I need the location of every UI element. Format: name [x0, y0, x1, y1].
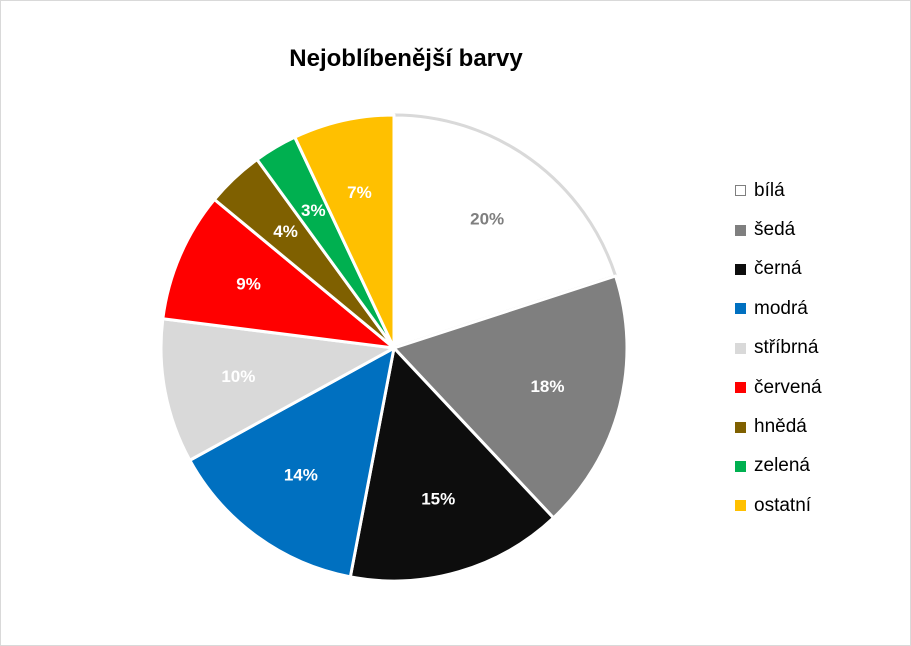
legend-label: hnědá: [754, 416, 807, 438]
pie-slice-ostatni: [293, 113, 396, 350]
legend-item-bila: bílá: [735, 171, 822, 210]
legend-item-stribrna: stříbrná: [735, 329, 822, 368]
data-label-hneda: 4%: [273, 222, 298, 241]
legend-label: ostatní: [754, 494, 812, 516]
data-label-ostatni: 7%: [347, 183, 372, 202]
legend-item-cervena: červená: [735, 368, 822, 407]
pie-slice-stribrna: [159, 317, 396, 462]
legend: bílá šedá černá modrá stříbrná červená hnědá ze…: [735, 171, 822, 526]
legend-item-seda: šedá: [735, 210, 822, 249]
pie-slice-modra: [188, 346, 396, 579]
pie-slice-bila: [392, 113, 618, 350]
legend-swatch: [735, 460, 746, 472]
legend-label: červená: [754, 376, 822, 398]
data-label-cerna: 15%: [421, 490, 455, 509]
legend-swatch: [735, 263, 746, 275]
legend-swatch: [735, 421, 746, 433]
legend-label: modrá: [754, 297, 808, 319]
legend-swatch: [735, 500, 746, 512]
data-label-bila: 20%: [470, 209, 504, 228]
legend-swatch: [735, 382, 746, 394]
pie-slice-cervena: [161, 197, 396, 350]
legend-label: šedá: [754, 219, 796, 241]
legend-label: bílá: [754, 179, 785, 201]
legend-label: černá: [754, 258, 802, 280]
legend-item-zelena: zelená: [735, 447, 822, 486]
data-label-stribrna: 10%: [221, 367, 255, 386]
legend-label: zelená: [754, 455, 810, 477]
legend-swatch: [735, 303, 746, 315]
data-label-cervena: 9%: [236, 275, 261, 294]
legend-item-cerna: černá: [735, 250, 822, 289]
legend-swatch: [735, 185, 746, 197]
data-label-modra: 14%: [284, 466, 318, 485]
pie-slice-seda: [392, 274, 629, 520]
data-label-seda: 18%: [530, 377, 564, 396]
data-label-zelena: 3%: [301, 201, 326, 220]
pie-slice-cerna: [348, 346, 555, 583]
legend-item-modra: modrá: [735, 289, 822, 328]
chart-title: Nejoblíbenější barvy: [289, 45, 523, 72]
legend-swatch: [735, 342, 746, 354]
legend-swatch: [735, 224, 746, 236]
legend-label: stříbrná: [754, 337, 819, 359]
legend-item-hneda: hnědá: [735, 407, 822, 446]
legend-item-ostatni: ostatní: [735, 486, 822, 525]
